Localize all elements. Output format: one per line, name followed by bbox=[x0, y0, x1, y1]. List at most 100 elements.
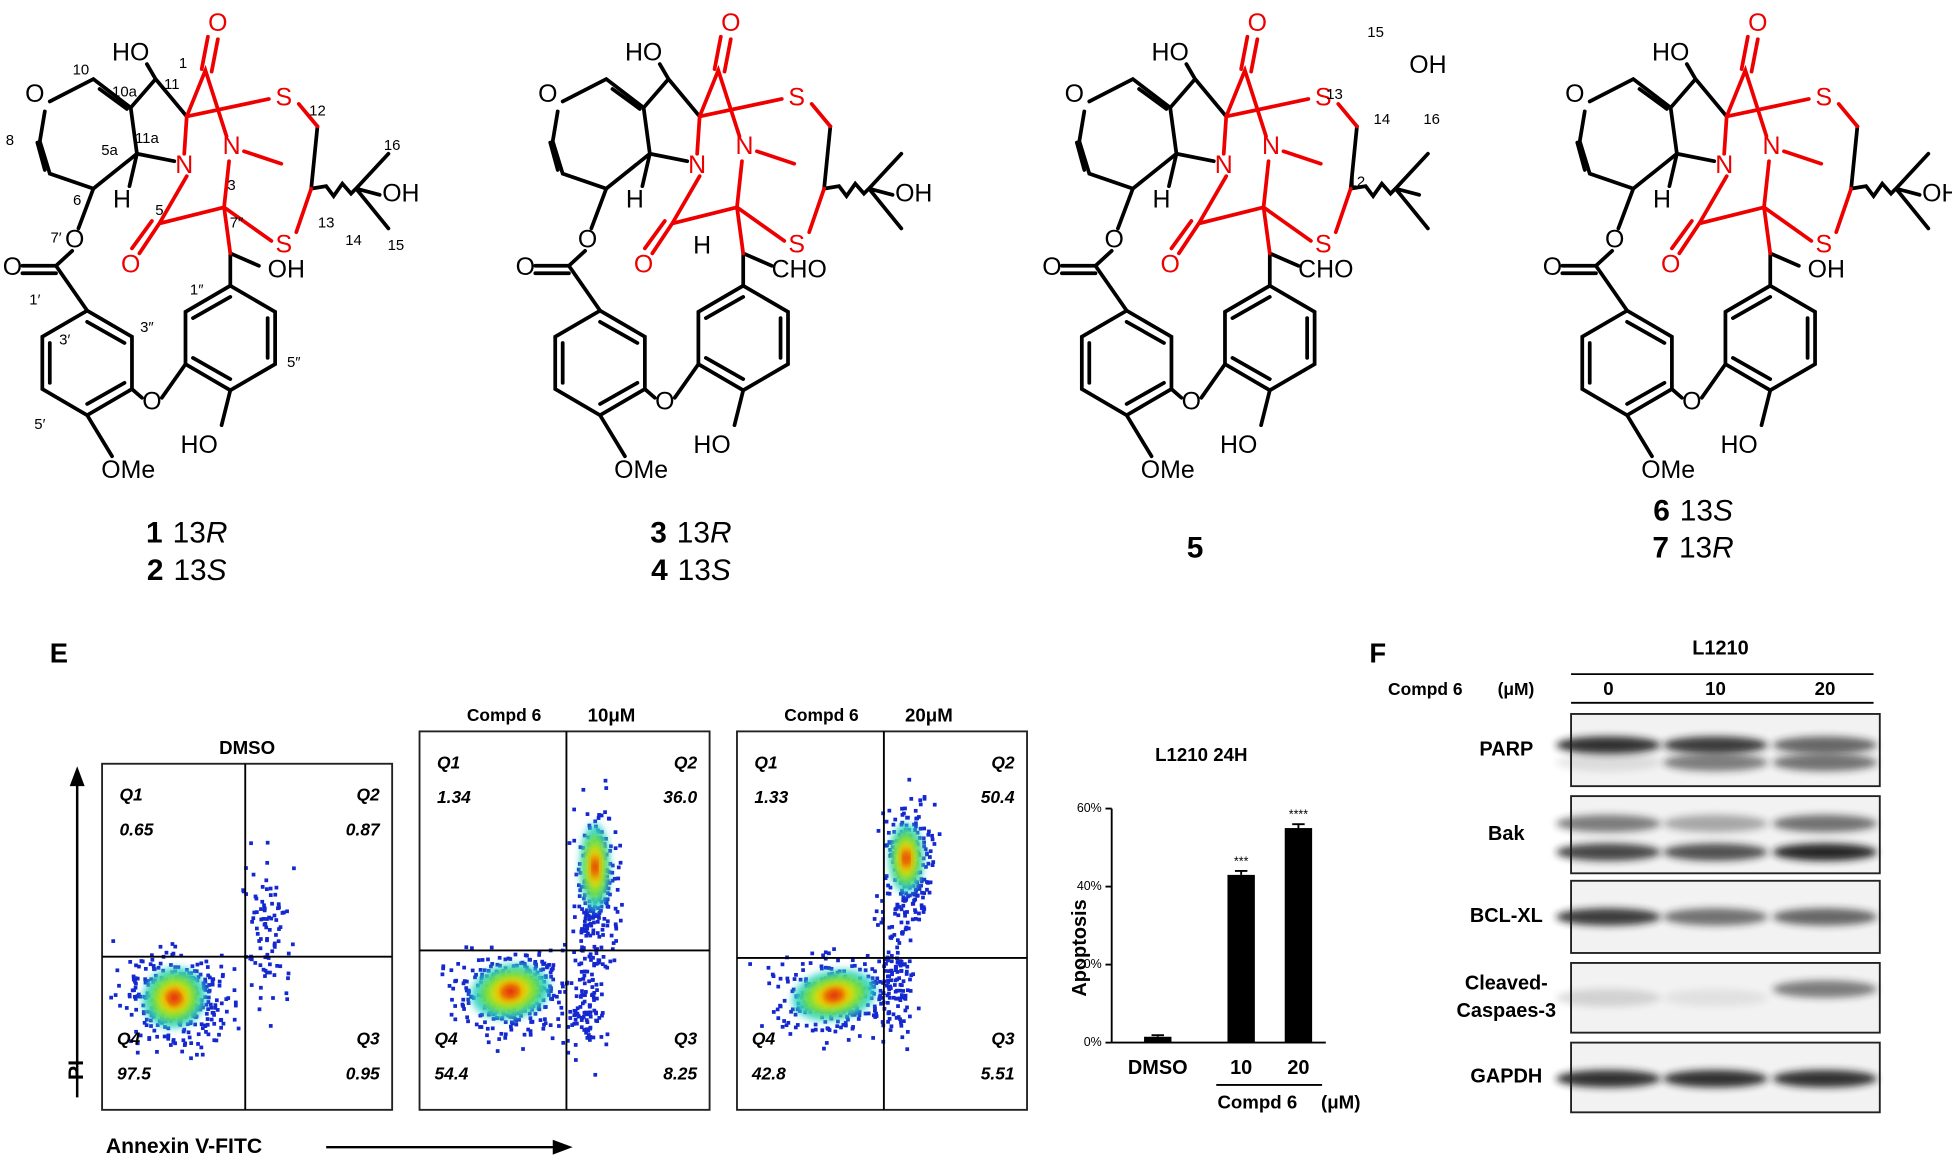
event-dot bbox=[879, 1001, 883, 1006]
event-dot bbox=[273, 892, 278, 897]
event-dot bbox=[133, 985, 138, 990]
event-dot bbox=[540, 959, 545, 964]
event-dot bbox=[267, 927, 272, 932]
event-dot bbox=[614, 924, 618, 929]
atom-label: HO bbox=[1652, 39, 1689, 67]
event-dot bbox=[489, 945, 494, 950]
event-dot bbox=[880, 899, 884, 903]
event-dot bbox=[204, 984, 209, 989]
event-dot bbox=[578, 1005, 583, 1009]
event-dot bbox=[575, 1006, 580, 1011]
plot-dose: 20μM bbox=[905, 704, 953, 725]
atom-label: S bbox=[788, 230, 805, 258]
event-dot bbox=[166, 1033, 171, 1038]
event-dot bbox=[778, 976, 783, 981]
event-dot bbox=[135, 994, 140, 999]
event-dot bbox=[927, 890, 932, 895]
event-dot bbox=[549, 967, 554, 972]
locant: 13 bbox=[678, 554, 711, 587]
event-dot bbox=[748, 962, 752, 966]
event-dot bbox=[899, 969, 903, 973]
event-dot bbox=[232, 967, 237, 971]
event-dot bbox=[605, 904, 610, 909]
event-dot bbox=[577, 904, 582, 909]
event-dot bbox=[158, 961, 163, 966]
event-dot bbox=[251, 916, 256, 921]
event-dot bbox=[268, 886, 273, 891]
event-dot bbox=[901, 898, 906, 903]
event-dot bbox=[210, 1010, 215, 1015]
plot-title: DMSO bbox=[219, 737, 275, 758]
event-dot bbox=[203, 1023, 208, 1028]
event-dot bbox=[928, 880, 933, 885]
event-dot bbox=[567, 841, 572, 845]
event-dot bbox=[810, 951, 815, 956]
event-dot bbox=[584, 933, 589, 938]
band bbox=[1663, 753, 1768, 772]
event-dot bbox=[164, 950, 169, 955]
atom-number: 11 bbox=[164, 76, 180, 93]
event-dot bbox=[583, 993, 587, 998]
event-dot bbox=[474, 972, 478, 977]
event-dot bbox=[595, 919, 600, 924]
event-dot bbox=[464, 945, 469, 950]
event-dot bbox=[804, 1023, 809, 1028]
event-dot bbox=[858, 967, 862, 972]
blot-label: Bak bbox=[1488, 823, 1525, 845]
event-dot bbox=[464, 979, 469, 984]
band bbox=[1556, 843, 1661, 861]
event-dot bbox=[888, 1028, 893, 1032]
event-dot bbox=[171, 1038, 176, 1042]
event-dot bbox=[597, 1016, 602, 1020]
event-dot bbox=[585, 1036, 590, 1040]
quadrant-name: Q3 bbox=[356, 1029, 380, 1049]
event-dot bbox=[591, 1035, 596, 1040]
event-dot bbox=[499, 1031, 504, 1036]
event-dot bbox=[577, 883, 581, 888]
event-dot bbox=[255, 931, 260, 936]
quadrant-value: 0.87 bbox=[346, 820, 381, 840]
event-dot bbox=[133, 979, 137, 984]
event-dot bbox=[258, 996, 263, 1000]
event-dot bbox=[594, 982, 599, 987]
atom-number: 6 bbox=[73, 192, 81, 209]
event-dot bbox=[615, 910, 620, 914]
event-dot bbox=[885, 974, 890, 979]
event-dot bbox=[451, 986, 456, 991]
event-dot bbox=[922, 877, 927, 882]
plot-title: Compd 6 bbox=[784, 705, 859, 725]
blot-label: Cleaved- bbox=[1465, 972, 1548, 994]
atom-label: O bbox=[1605, 225, 1624, 253]
atom-number: 1 bbox=[179, 55, 187, 72]
y-axis-label: PI bbox=[65, 1060, 88, 1080]
event-dot bbox=[572, 838, 577, 843]
event-dot bbox=[588, 1035, 593, 1039]
atom-label: N bbox=[175, 151, 193, 179]
event-dot bbox=[543, 1021, 548, 1025]
event-dot bbox=[813, 1022, 818, 1027]
event-dot bbox=[579, 929, 584, 934]
event-dot bbox=[579, 1025, 584, 1030]
event-dot bbox=[537, 953, 542, 957]
event-dot bbox=[568, 1009, 573, 1014]
atom-number: 14 bbox=[345, 232, 362, 249]
event-dot bbox=[833, 1029, 838, 1034]
event-dot bbox=[135, 976, 140, 981]
event-dot bbox=[571, 929, 576, 934]
event-dot bbox=[603, 964, 608, 969]
event-dot bbox=[526, 1027, 531, 1032]
event-dot bbox=[566, 1050, 571, 1055]
quadrant-name: Q1 bbox=[754, 752, 777, 772]
significance-label: **** bbox=[1289, 808, 1309, 822]
compound-number: 1 bbox=[146, 517, 163, 550]
event-dot bbox=[778, 1004, 783, 1009]
event-dot bbox=[886, 950, 891, 955]
event-dot bbox=[825, 1026, 830, 1031]
event-dot bbox=[265, 860, 270, 865]
event-dot bbox=[604, 1042, 609, 1047]
event-dot bbox=[195, 1052, 199, 1057]
event-dot bbox=[901, 979, 906, 984]
atom-number: 8 bbox=[6, 132, 14, 149]
event-dot bbox=[495, 1049, 500, 1053]
